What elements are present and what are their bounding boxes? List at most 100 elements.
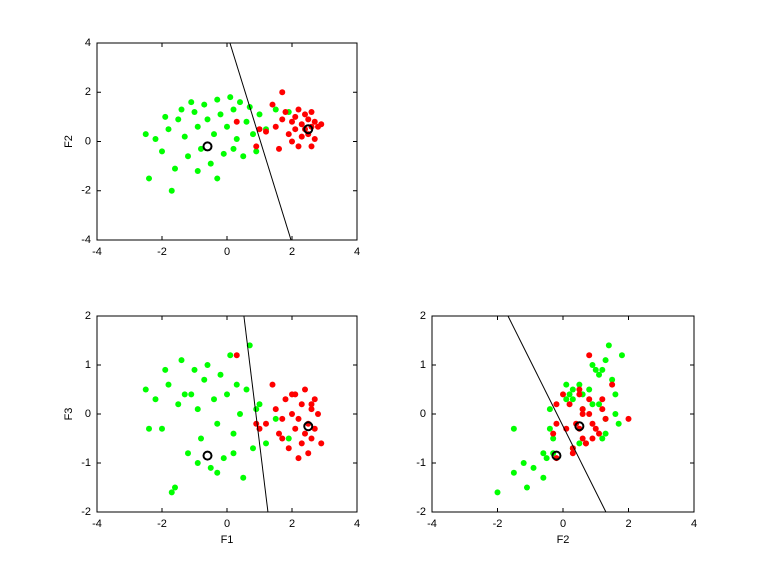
point bbox=[185, 450, 191, 457]
point bbox=[298, 401, 305, 408]
axes-box bbox=[96, 42, 358, 241]
point bbox=[586, 396, 593, 403]
point bbox=[566, 401, 573, 408]
x-tick-label: 2 bbox=[289, 518, 295, 530]
point bbox=[237, 411, 243, 417]
point bbox=[146, 175, 152, 182]
x-tick-label: -2 bbox=[157, 518, 167, 530]
point bbox=[308, 401, 315, 408]
point bbox=[589, 435, 596, 442]
point bbox=[599, 435, 606, 442]
point bbox=[305, 450, 312, 457]
point bbox=[233, 136, 240, 143]
point bbox=[599, 366, 606, 373]
point bbox=[305, 116, 312, 123]
point bbox=[576, 386, 583, 393]
point bbox=[214, 96, 221, 103]
point bbox=[256, 126, 263, 133]
point bbox=[523, 484, 530, 491]
point bbox=[592, 366, 599, 373]
point bbox=[579, 406, 586, 413]
point bbox=[230, 450, 237, 457]
point bbox=[282, 396, 289, 403]
axes-box bbox=[96, 315, 358, 513]
point bbox=[543, 455, 550, 462]
point bbox=[540, 450, 547, 457]
point bbox=[168, 187, 175, 194]
point bbox=[599, 396, 606, 403]
point bbox=[272, 406, 279, 413]
point bbox=[298, 440, 305, 447]
point bbox=[282, 108, 289, 115]
point bbox=[253, 406, 260, 413]
point bbox=[295, 455, 302, 462]
point bbox=[279, 435, 286, 442]
point bbox=[165, 126, 172, 133]
point bbox=[279, 89, 286, 96]
point bbox=[172, 484, 178, 491]
point bbox=[295, 415, 302, 422]
point bbox=[612, 411, 619, 417]
point bbox=[256, 111, 263, 118]
point bbox=[298, 133, 305, 140]
point bbox=[530, 464, 537, 471]
x-tick-label: 2 bbox=[625, 518, 631, 530]
point bbox=[178, 106, 185, 113]
point bbox=[198, 145, 204, 152]
point bbox=[214, 175, 221, 182]
point bbox=[586, 352, 593, 359]
point bbox=[618, 352, 625, 359]
point bbox=[188, 391, 195, 398]
point bbox=[609, 381, 616, 388]
centroid bbox=[551, 450, 562, 461]
point bbox=[211, 131, 217, 138]
y-tick-label: -2 bbox=[81, 185, 91, 197]
x-tick-label: 2 bbox=[289, 246, 295, 258]
point bbox=[276, 430, 282, 437]
point bbox=[295, 143, 302, 150]
point bbox=[311, 396, 318, 403]
point bbox=[240, 474, 247, 481]
y-tick-label: 2 bbox=[85, 86, 91, 98]
point bbox=[220, 150, 227, 157]
point bbox=[599, 406, 606, 413]
y-tick-label: 0 bbox=[85, 135, 91, 147]
point bbox=[289, 118, 295, 125]
point bbox=[263, 440, 269, 447]
axes-box bbox=[431, 315, 695, 513]
point bbox=[230, 430, 237, 437]
point bbox=[520, 460, 527, 466]
y-tick-label: 0 bbox=[420, 408, 426, 420]
point bbox=[302, 386, 308, 393]
point bbox=[615, 420, 622, 427]
point bbox=[510, 469, 517, 476]
point bbox=[233, 381, 240, 388]
point bbox=[279, 415, 286, 422]
point bbox=[298, 121, 305, 128]
point bbox=[276, 145, 282, 152]
point bbox=[311, 425, 318, 432]
point bbox=[146, 425, 152, 432]
point bbox=[609, 376, 616, 383]
point bbox=[194, 460, 201, 466]
y-tick-label: -2 bbox=[416, 506, 426, 518]
point bbox=[211, 396, 217, 403]
point bbox=[178, 357, 185, 364]
point bbox=[308, 435, 315, 442]
point bbox=[142, 386, 149, 393]
point bbox=[217, 371, 224, 378]
point bbox=[152, 136, 159, 143]
point bbox=[269, 101, 276, 108]
centroid bbox=[202, 450, 213, 461]
x-tick-label: 0 bbox=[224, 246, 230, 258]
point bbox=[165, 381, 172, 388]
point bbox=[152, 396, 159, 403]
point bbox=[563, 381, 570, 388]
y-tick-label: -2 bbox=[81, 506, 91, 518]
point bbox=[586, 386, 593, 393]
point bbox=[272, 123, 279, 130]
y-axis-label: F3 bbox=[63, 408, 75, 421]
x-tick-label: 4 bbox=[354, 246, 360, 258]
point bbox=[625, 415, 632, 422]
point bbox=[563, 396, 570, 403]
